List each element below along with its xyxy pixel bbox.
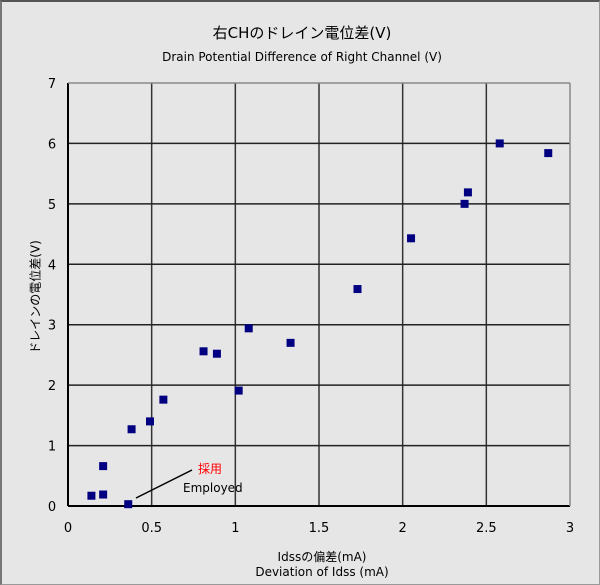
y-tick-label: 4 — [48, 258, 56, 273]
tick-labels: 0 0.5 1 1.5 2 2.5 3 0 1 2 3 4 5 6 7 — [48, 77, 574, 536]
data-point-marker — [495, 139, 504, 148]
chart-subtitle: Drain Potential Difference of Right Chan… — [162, 50, 442, 64]
data-point-marker — [544, 149, 553, 158]
y-tick-label: 3 — [48, 319, 56, 334]
axes — [67, 82, 571, 507]
annotation-leader-line — [135, 469, 193, 499]
data-point-marker — [463, 188, 472, 197]
data-point-marker — [159, 395, 168, 404]
y-tick-label: 2 — [48, 379, 56, 394]
data-point-marker — [460, 199, 469, 208]
data-point-marker — [244, 324, 253, 333]
y-axis-label: ドレインの電位差(V) — [28, 240, 43, 354]
x-tick-label: 0.5 — [141, 521, 162, 536]
gridlines — [68, 83, 570, 506]
y-tick-label: 5 — [48, 198, 56, 213]
data-point-marker — [353, 285, 362, 294]
x-tick-label: 2.5 — [476, 521, 497, 536]
data-points — [87, 139, 553, 509]
data-point-marker — [212, 349, 221, 358]
y-tick-label: 7 — [48, 77, 56, 92]
x-tick-label: 2 — [399, 521, 407, 536]
data-point-marker — [286, 338, 295, 347]
x-tick-label: 1 — [231, 521, 239, 536]
data-point-marker — [124, 500, 133, 509]
x-tick-label: 0 — [64, 521, 72, 536]
data-point-marker — [99, 490, 108, 499]
x-tick-label: 1.5 — [309, 521, 330, 536]
data-point-marker — [87, 491, 96, 500]
y-tick-label: 0 — [48, 500, 56, 515]
data-point-marker — [234, 386, 243, 395]
x-axis-label: Idssの偏差(mA) — [277, 550, 367, 564]
annotation-employed-jp: 採用 — [198, 462, 223, 476]
y-tick-label: 6 — [48, 137, 56, 152]
x-tick-label: 3 — [566, 521, 574, 536]
data-point-marker — [127, 425, 136, 434]
annotation-employed-en: Employed — [183, 481, 243, 495]
data-point-marker — [407, 234, 416, 243]
data-point-marker — [99, 462, 108, 471]
chart-title: 右CHのドレイン電位差(V) — [212, 24, 392, 42]
y-tick-label: 1 — [48, 440, 56, 455]
x-axis-label-en: Deviation of Idss (mA) — [255, 565, 389, 579]
data-point-marker — [199, 347, 208, 356]
data-point-marker — [145, 417, 154, 426]
